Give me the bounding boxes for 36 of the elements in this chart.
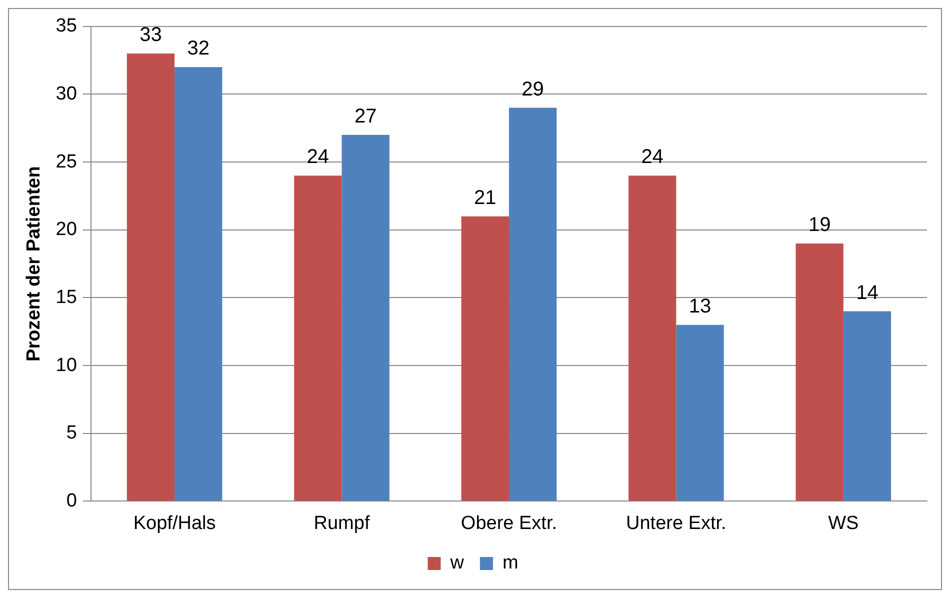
y-tick-label: 25 [56,151,77,172]
bar [843,311,892,501]
y-tick-label: 0 [66,490,77,512]
y-tick-label: 20 [56,219,77,240]
data-label: 19 [808,214,831,236]
data-label: 24 [306,146,330,168]
data-label: 14 [856,282,878,304]
bar [676,324,724,501]
x-tick-label: WS [828,512,859,534]
bar [174,67,222,501]
x-tick-label: Rumpf [314,512,370,534]
bar [342,134,390,501]
data-label: 13 [688,295,712,318]
x-tick-label: Untere Extr. [626,512,726,534]
y-tick-label: 5 [66,422,77,444]
data-label: 27 [354,105,377,128]
data-label: 32 [187,38,210,60]
data-label: 33 [140,24,162,46]
bar [628,176,676,501]
y-tick-label: 35 [56,16,77,37]
y-tick-label: 15 [56,286,77,308]
data-label: 24 [641,146,664,168]
legend-label: w [449,552,464,574]
data-label: 29 [522,78,544,100]
bar [796,243,844,501]
bar [126,54,175,501]
x-tick-label: Kopf/Hals [133,512,216,534]
bar [461,216,509,501]
legend-label: m [502,552,518,574]
y-tick-label: 30 [56,83,77,104]
data-label: 21 [474,186,496,209]
y-tick-label: 10 [56,354,77,376]
bar [294,176,342,501]
bar [508,108,557,501]
y-axis-title: Prozent der Patienten [24,166,45,362]
x-tick-label: Obere Extr. [460,512,558,534]
